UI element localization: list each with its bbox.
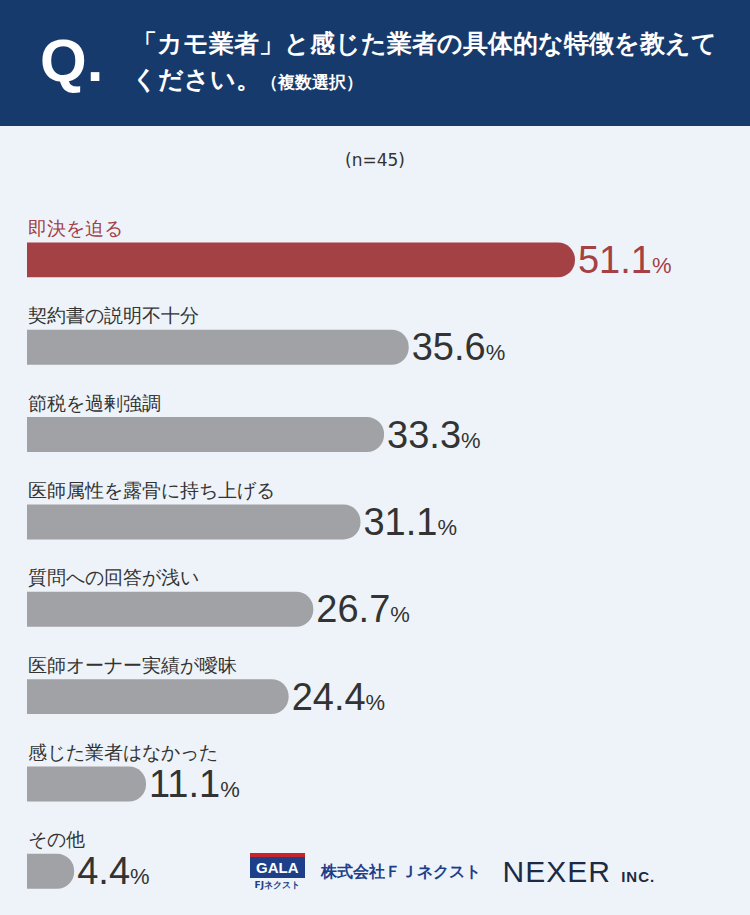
svg-text:感じた業者はなかった: 感じた業者はなかった [28, 741, 218, 763]
svg-text:契約書の説明不十分: 契約書の説明不十分 [28, 304, 199, 326]
svg-text:24.4%: 24.4% [292, 676, 386, 718]
html-text:GALA: GALA [256, 858, 299, 876]
html-text:Q.: Q. [40, 27, 104, 94]
svg-text:医師属性を露骨に持ち上げる: 医師属性を露骨に持ち上げる [28, 479, 275, 501]
svg-text:質問への回答が浅い: 質問への回答が浅い [28, 566, 199, 588]
svg-text:11.1%: 11.1% [149, 763, 240, 805]
svg-text:節税を過剰強調: 節税を過剰強調 [28, 392, 161, 414]
svg-text:4.4%: 4.4% [77, 850, 149, 892]
svg-text:51.1%: 51.1% [578, 239, 672, 281]
svg-text:31.1%: 31.1% [363, 501, 457, 543]
svg-text:35.6%: 35.6% [412, 326, 506, 368]
html-text:FJネクスト: FJネクスト [254, 879, 300, 890]
svg-text:33.3%: 33.3% [387, 414, 481, 456]
svg-text:その他: その他 [28, 828, 85, 850]
html-text:(n=45): (n=45) [345, 150, 405, 170]
svg-text:26.7%: 26.7% [316, 588, 410, 630]
html-text:株式会社ＦＪネクスト: 株式会社ＦＪネクスト [320, 861, 481, 881]
svg-text:即決を迫る: 即決を迫る [28, 217, 123, 239]
html-text:NEXER INC.: NEXER INC. [502, 855, 656, 888]
html-text:「カモ業者」と感じた業者の具体的な特徴を教えてください。（複: 「カモ業者」と感じた業者の具体的な特徴を教えてください。（複数選択） [132, 29, 717, 94]
svg-text:医師オーナー実績が曖昧: 医師オーナー実績が曖昧 [28, 654, 237, 676]
